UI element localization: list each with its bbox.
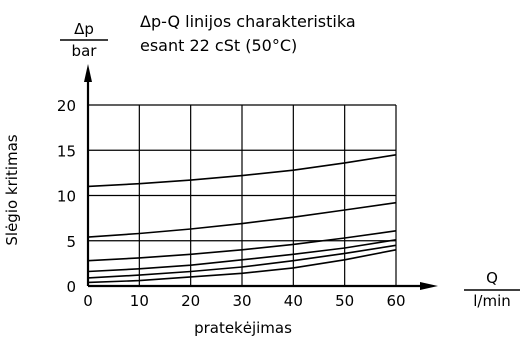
series-line-6 bbox=[87, 249, 397, 284]
x-tick-label-20: 20 bbox=[181, 292, 200, 310]
y-tick-label-15: 15 bbox=[57, 142, 76, 160]
series-line-5 bbox=[87, 244, 397, 279]
x-axis-label: pratekėjimas bbox=[194, 319, 292, 337]
y-axis-arrow bbox=[84, 64, 92, 82]
x-tick-label-50: 50 bbox=[335, 292, 354, 310]
x-axis-arrow bbox=[420, 282, 438, 290]
x-tick-label-10: 10 bbox=[130, 292, 149, 310]
series-line-4 bbox=[87, 239, 397, 273]
x-tick-label-30: 30 bbox=[232, 292, 251, 310]
series-line-1 bbox=[87, 154, 397, 188]
x-unit-symbol: Q bbox=[486, 269, 498, 287]
x-tick-label-60: 60 bbox=[386, 292, 405, 310]
chart-subtitle: esant 22 cSt (50°C) bbox=[140, 36, 297, 55]
y-tick-label-20: 20 bbox=[57, 97, 76, 115]
x-unit-label: l/min bbox=[473, 292, 511, 310]
series-line-2 bbox=[87, 201, 397, 238]
y-tick-label-0: 0 bbox=[66, 278, 76, 296]
tick-labels: 0 5 10 15 20 0 10 20 30 40 50 60 bbox=[57, 97, 406, 310]
series-lines bbox=[87, 154, 397, 284]
chart-title: Δp-Q linijos charakteristika bbox=[140, 12, 356, 31]
y-tick-label-5: 5 bbox=[66, 233, 76, 251]
x-unit-fraction: Q l/min bbox=[464, 269, 520, 310]
y-axis-label: Slėgio kritimas bbox=[3, 134, 21, 245]
x-tick-label-0: 0 bbox=[83, 292, 93, 310]
series-line-3 bbox=[87, 230, 397, 262]
axes bbox=[84, 64, 438, 290]
y-unit-symbol: Δp bbox=[74, 20, 94, 38]
grid bbox=[88, 104, 397, 286]
x-tick-label-40: 40 bbox=[284, 292, 303, 310]
y-unit-label: bar bbox=[72, 42, 98, 60]
y-unit-fraction: Δp bar bbox=[60, 20, 108, 60]
y-tick-label-10: 10 bbox=[57, 188, 76, 206]
